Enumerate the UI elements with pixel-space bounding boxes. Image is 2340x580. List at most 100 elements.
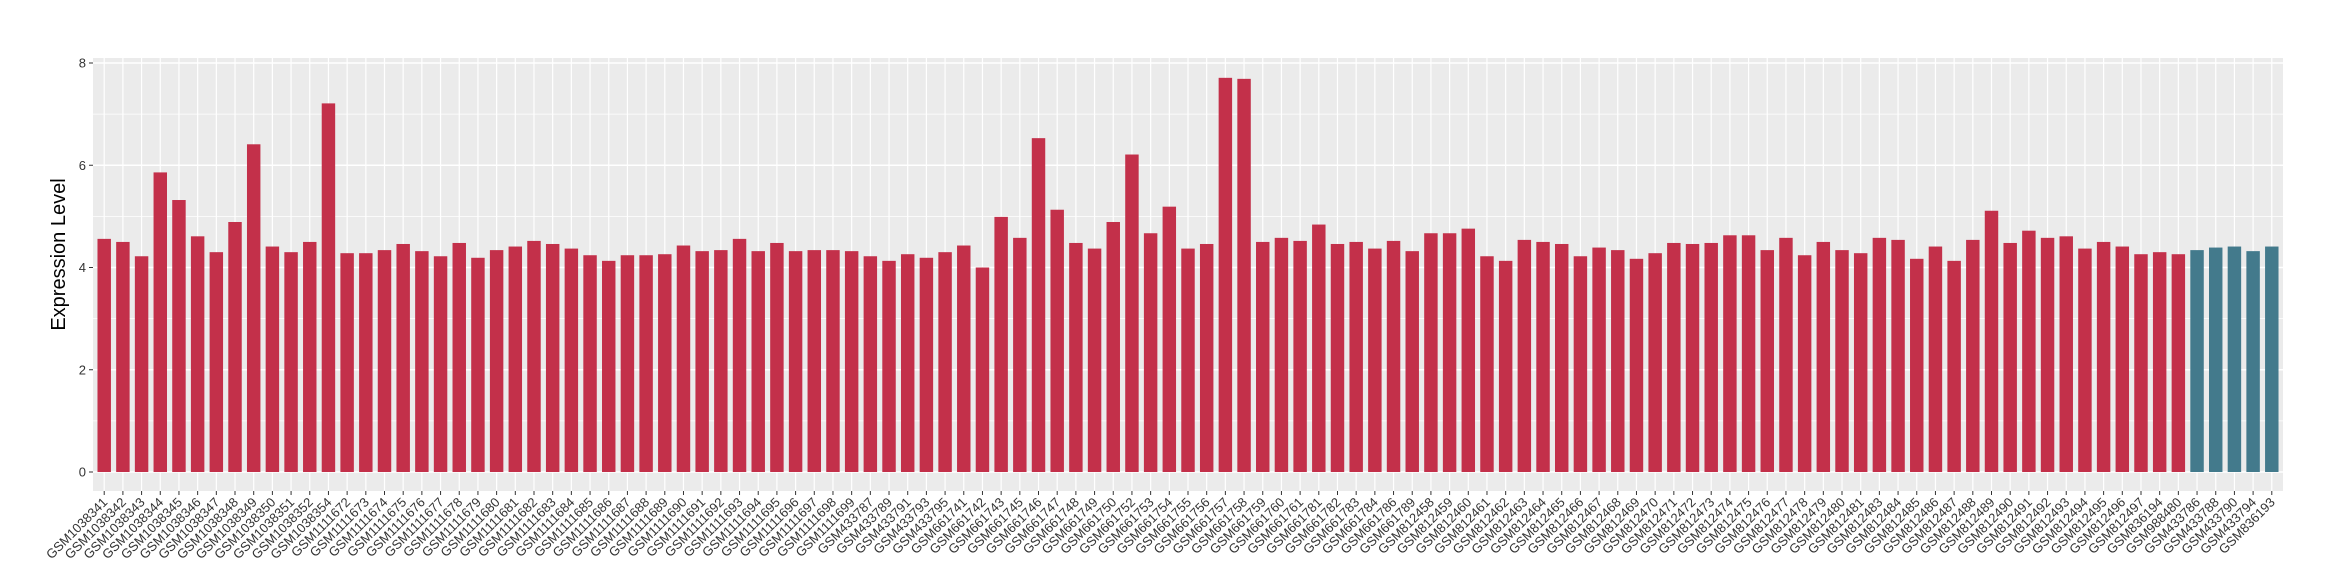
bar-GSM1111674 bbox=[377, 250, 392, 472]
bar-GSM661743 bbox=[994, 216, 1008, 472]
bar-GSM661759 bbox=[1256, 241, 1270, 472]
bar-GSM812485 bbox=[1910, 258, 1924, 472]
bar-GSM433795 bbox=[938, 252, 952, 472]
bar-GSM812479 bbox=[1816, 241, 1831, 472]
bar-GSM812488 bbox=[1966, 239, 1980, 472]
bar-GSM812474 bbox=[1723, 235, 1737, 472]
x-axis: GSM1038341GSM1038342GSM1038343GSM1038344… bbox=[43, 491, 2278, 562]
bar-GSM661786 bbox=[1386, 240, 1401, 472]
bar-GSM812460 bbox=[1461, 228, 1476, 472]
y-axis: 0 2 4 6 8 bbox=[79, 56, 93, 480]
bar-GSM812465 bbox=[1554, 243, 1569, 472]
bar-GSM1111686 bbox=[602, 260, 616, 472]
bar-GSM812492 bbox=[2040, 237, 2055, 472]
bar-GSM812480 bbox=[1835, 250, 1849, 472]
bar-GSM812487 bbox=[1947, 260, 1961, 472]
bar-GSM812475 bbox=[1741, 235, 1756, 472]
y-axis-title: Expression Level bbox=[48, 178, 70, 330]
bar-GSM661784 bbox=[1368, 248, 1382, 472]
bar-GSM1111691 bbox=[695, 251, 709, 472]
bar-GSM1038349 bbox=[246, 144, 261, 472]
bar-GSM1111681 bbox=[508, 246, 523, 472]
bar-GSM1111676 bbox=[415, 251, 429, 472]
bar-GSM661782 bbox=[1330, 243, 1345, 472]
bar-GSM1038350 bbox=[265, 246, 280, 472]
bar-GSM812494 bbox=[2078, 248, 2092, 472]
bar-GSM812489 bbox=[1984, 210, 1999, 472]
bar-GSM433786 bbox=[2190, 250, 2204, 472]
bar-GSM661781 bbox=[1312, 224, 1326, 472]
bar-GSM1111675 bbox=[396, 243, 410, 472]
bar-GSM433793 bbox=[919, 257, 934, 472]
bar-GSM1038347 bbox=[209, 252, 224, 472]
bar-GSM661749 bbox=[1087, 248, 1102, 472]
bar-GSM1038351 bbox=[284, 252, 298, 472]
y-tick-label: 6 bbox=[79, 158, 86, 173]
bar-GSM433788 bbox=[2209, 247, 2223, 472]
bar-GSM836193 bbox=[2265, 246, 2279, 472]
bar-GSM661757 bbox=[1218, 77, 1233, 473]
bar-GSM1038348 bbox=[228, 221, 242, 472]
bar-GSM1111685 bbox=[583, 255, 597, 472]
bar-GSM661746 bbox=[1031, 138, 1046, 472]
bar-GSM812462 bbox=[1498, 260, 1513, 472]
bar-GSM812458 bbox=[1424, 233, 1438, 472]
bar-GSM661750 bbox=[1106, 221, 1120, 472]
bar-GSM1111678 bbox=[452, 242, 466, 472]
bar-GSM661783 bbox=[1349, 241, 1363, 472]
bar-GSM1111688 bbox=[639, 255, 653, 472]
bar-GSM661748 bbox=[1069, 242, 1083, 472]
bar-GSM812493 bbox=[2059, 236, 2073, 472]
bar-GSM1111672 bbox=[340, 253, 354, 472]
bar-GSM661747 bbox=[1050, 209, 1064, 472]
bar-GSM1111695 bbox=[770, 242, 784, 472]
bar-GSM812481 bbox=[1853, 253, 1868, 472]
bar-GSM1111697 bbox=[807, 250, 822, 472]
bar-GSM812496 bbox=[2115, 246, 2130, 472]
bar-GSM988480 bbox=[2171, 254, 2186, 472]
bar-GSM812464 bbox=[1536, 241, 1550, 472]
bar-GSM661758 bbox=[1237, 78, 1251, 472]
bar-GSM1038345 bbox=[172, 200, 186, 472]
bar-GSM661756 bbox=[1199, 243, 1214, 472]
bar-GSM812477 bbox=[1779, 237, 1793, 472]
bar-GSM812467 bbox=[1592, 247, 1606, 472]
bar-GSM812490 bbox=[2003, 242, 2017, 472]
bar-GSM661789 bbox=[1405, 251, 1419, 472]
bar-GSM1111673 bbox=[359, 253, 373, 472]
bar-GSM1111693 bbox=[732, 238, 747, 472]
bar-GSM812476 bbox=[1760, 250, 1774, 472]
bar-GSM812478 bbox=[1797, 255, 1812, 472]
bar-GSM1038344 bbox=[153, 172, 167, 472]
bar-GSM1038354 bbox=[321, 103, 336, 473]
bar-GSM812466 bbox=[1573, 256, 1588, 472]
bar-GSM661741 bbox=[957, 245, 971, 472]
bar-GSM1111694 bbox=[751, 251, 765, 472]
bar-GSM661755 bbox=[1181, 248, 1195, 472]
bar-GSM661752 bbox=[1125, 154, 1139, 473]
bars bbox=[97, 77, 2279, 473]
bar-GSM661745 bbox=[1013, 237, 1027, 472]
bar-GSM812463 bbox=[1517, 239, 1532, 472]
bar-GSM812470 bbox=[1648, 253, 1662, 472]
y-tick-label: 4 bbox=[79, 260, 86, 275]
bar-GSM433791 bbox=[900, 254, 915, 472]
bar-GSM1038341 bbox=[97, 238, 111, 472]
bar-GSM1111683 bbox=[545, 243, 560, 472]
bar-GSM812471 bbox=[1667, 242, 1681, 472]
bar-GSM433790 bbox=[2227, 246, 2242, 472]
bar-GSM812484 bbox=[1891, 239, 1905, 472]
y-tick-label: 2 bbox=[79, 362, 86, 377]
bar-GSM812483 bbox=[1872, 237, 1887, 472]
bar-GSM661761 bbox=[1293, 240, 1307, 472]
bar-GSM812468 bbox=[1611, 250, 1625, 472]
bar-GSM1111692 bbox=[714, 250, 728, 472]
bar-GSM1111689 bbox=[658, 254, 672, 472]
bar-GSM1111679 bbox=[471, 257, 485, 472]
bar-GSM1111687 bbox=[620, 255, 635, 472]
bar-GSM433794 bbox=[2246, 251, 2260, 472]
bar-GSM433789 bbox=[882, 260, 896, 472]
bar-GSM1038352 bbox=[303, 241, 317, 472]
bar-GSM1111690 bbox=[676, 245, 691, 472]
